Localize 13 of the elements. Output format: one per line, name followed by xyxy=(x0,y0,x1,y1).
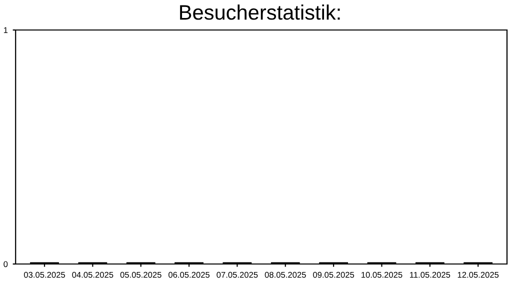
y-tick-label: 0 xyxy=(4,261,8,268)
x-tick-label: 08.05.2025 xyxy=(264,272,306,278)
x-tick-label: 10.05.2025 xyxy=(362,272,402,278)
x-tick-label: 09.05.2025 xyxy=(313,272,354,278)
x-tick-label: 06.05.2025 xyxy=(168,272,210,278)
x-tick-label: 07.05.2025 xyxy=(216,272,258,278)
x-tick-label: 12.05.2025 xyxy=(458,272,499,278)
chart-title: Besucherstatistik: xyxy=(180,4,340,20)
y-tick-label: 1 xyxy=(4,27,8,34)
x-tick-label: 04.05.2025 xyxy=(72,272,114,278)
x-tick-label: 05.05.2025 xyxy=(120,272,162,278)
x-tick-label: 03.05.2025 xyxy=(24,272,66,278)
x-tick-label: 11.05.2025 xyxy=(410,272,450,278)
